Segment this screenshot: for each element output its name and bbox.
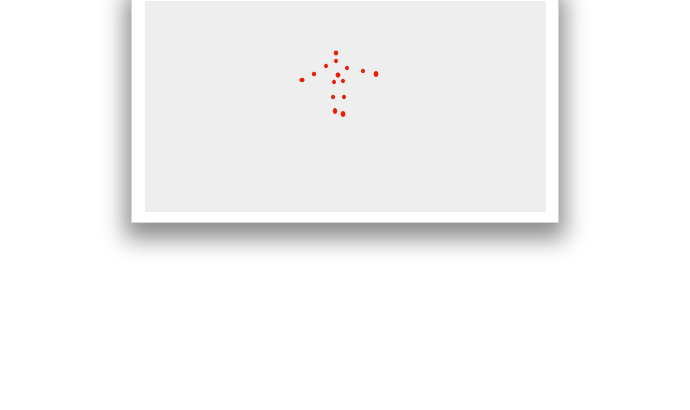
image-frame xyxy=(131,0,559,223)
drawing-canvas[interactable] xyxy=(145,1,546,212)
dotted-stick-figure-icon xyxy=(299,50,379,117)
stroke-dots xyxy=(299,50,379,117)
